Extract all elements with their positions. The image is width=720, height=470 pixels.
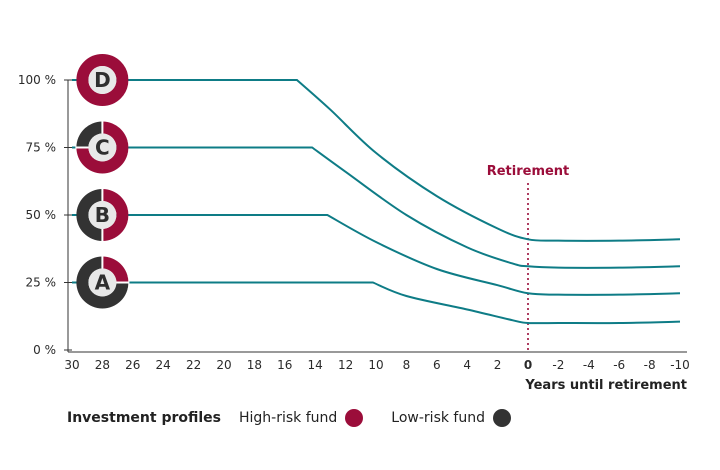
profile-letter: C (95, 136, 110, 160)
x-tick-label: 14 (308, 358, 323, 372)
x-tick-label: -10 (670, 358, 690, 372)
legend: Investment profiles High-risk fund Low-r… (67, 406, 511, 430)
x-tick-label: 8 (403, 358, 411, 372)
y-tick-label: 50 % (26, 208, 57, 222)
profile-marker-d: D (76, 54, 129, 106)
x-tick-label: 6 (433, 358, 441, 372)
profile-marker-b: B (76, 188, 129, 242)
series-line-b (72, 214, 681, 296)
y-tick-label: 25 % (26, 276, 57, 290)
x-tick-label: 20 (216, 358, 231, 372)
x-tick-label: 26 (125, 358, 140, 372)
legend-title: Investment profiles (67, 410, 221, 426)
legend-label-high-risk: High-risk fund (239, 410, 338, 426)
profile-markers: D C B A (75, 54, 130, 309)
legend-swatch-high-risk (345, 409, 364, 427)
x-tick-label: 16 (277, 358, 292, 372)
high-risk-segment (76, 121, 129, 174)
retirement-label: Retirement (487, 164, 570, 179)
x-tick-label: 22 (186, 358, 201, 372)
y-tick-label: 100 % (18, 73, 56, 87)
series-line-c (72, 146, 681, 269)
low-risk-segment (76, 121, 103, 148)
profile-letter: B (95, 203, 110, 227)
x-tick-label: 24 (156, 358, 171, 372)
high-risk-segment (76, 54, 129, 106)
y-axis: 0 % 25 % 50 % 75 % 100 % (18, 73, 72, 357)
series-line-d (72, 79, 681, 242)
x-tick-label: 12 (338, 358, 353, 372)
x-tick-label: 10 (368, 358, 383, 372)
x-axis-label: Years until retirement (524, 378, 687, 393)
x-tick-label: 30 (64, 358, 79, 372)
high-risk-segment (102, 189, 129, 241)
x-tick-label-retirement: 0 (524, 358, 532, 372)
marker-center (88, 66, 117, 94)
marker-center (88, 268, 117, 297)
x-tick-label: 2 (494, 358, 502, 372)
x-tick-label: -4 (583, 358, 595, 372)
profile-letter: D (94, 68, 111, 92)
marker-center (88, 133, 117, 162)
chart-svg: 0 %25 %50 %75 %100 % 30 28 26 24 22 20 18 16 14 1… (18, 54, 690, 393)
low-risk-segment (76, 256, 129, 309)
x-tick-label: -6 (613, 358, 625, 372)
legend-swatch-low-risk (492, 409, 511, 427)
x-tick-label: 18 (247, 358, 262, 372)
x-axis: 30 28 26 24 22 20 18 16 14 12 10 8 6 4 2 0 -2 -4 -6 -8 -10 (64, 351, 690, 372)
marker-center (88, 201, 117, 229)
series-line-a (72, 281, 681, 325)
low-risk-segment (76, 189, 103, 242)
high-risk-segment (102, 256, 129, 283)
legend-label-low-risk: Low-risk fund (391, 410, 485, 426)
x-tick-label: -8 (644, 358, 656, 372)
profile-marker-a: A (76, 255, 130, 309)
x-tick-label: 4 (463, 358, 471, 372)
x-tick-label: 28 (95, 358, 110, 372)
y-tick-label: 0 % (33, 343, 56, 357)
profile-letter: A (95, 271, 111, 295)
y-tick-label: 75 % (26, 141, 57, 155)
x-tick-label: -2 (552, 358, 564, 372)
series-lines (72, 79, 681, 325)
profile-marker-c: C (75, 120, 129, 174)
